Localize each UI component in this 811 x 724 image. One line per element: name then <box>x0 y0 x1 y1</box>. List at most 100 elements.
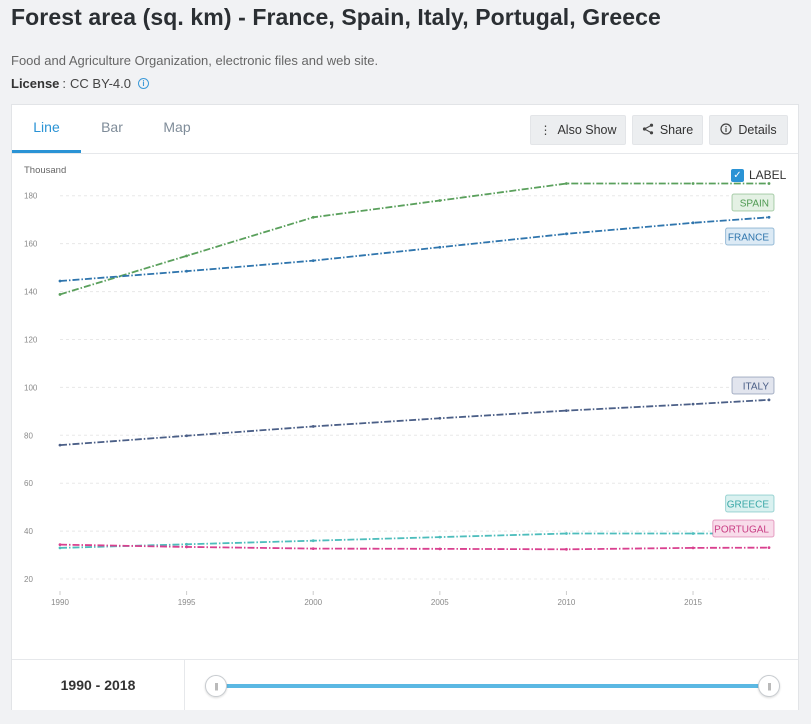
tab-bar[interactable]: Bar <box>101 119 123 135</box>
data-point-italy[interactable] <box>565 409 568 413</box>
y-tick-label: 180 <box>24 192 38 201</box>
info-circle-icon <box>720 122 732 138</box>
data-point-spain[interactable] <box>691 182 695 185</box>
data-point-france[interactable] <box>185 269 189 273</box>
tab-map[interactable]: Map <box>163 119 191 135</box>
data-point-portugal[interactable] <box>58 543 62 547</box>
series-tag-box <box>731 193 775 212</box>
chart-panel: Line Bar Map ⋮ Also Show Share Details T… <box>11 104 799 710</box>
y-tick-label: 120 <box>24 335 38 344</box>
series-tag-label: FRANCE <box>728 233 769 244</box>
label-toggle-text: LABEL <box>749 168 787 182</box>
info-icon[interactable]: i <box>137 78 149 89</box>
more-vertical-icon: ⋮ <box>539 123 552 137</box>
data-point-france[interactable] <box>691 221 695 225</box>
page-title: Forest area (sq. km) - France, Spain, It… <box>11 4 661 30</box>
y-tick-label: 40 <box>24 527 33 536</box>
data-point-portugal[interactable] <box>185 545 189 549</box>
data-point-spain[interactable] <box>565 182 568 185</box>
series-line-france[interactable] <box>59 216 770 282</box>
series-tag-box <box>725 227 775 246</box>
series-tags: SPAIN FRANCE ITALY GREECE PORTUGAL <box>712 193 775 538</box>
grid-lines <box>60 195 769 580</box>
data-point-greece[interactable] <box>565 532 568 535</box>
source-text: Food and Agriculture Organization, elect… <box>11 53 379 68</box>
data-point-france[interactable] <box>767 215 771 219</box>
view-tabs: Line Bar Map ⋮ Also Show Share Details <box>12 105 798 154</box>
y-tick-label: 160 <box>24 240 38 249</box>
also-show-button[interactable]: ⋮ Also Show <box>530 115 626 145</box>
share-label: Share <box>659 123 694 137</box>
license-separator: : <box>62 76 67 91</box>
data-point-france[interactable] <box>438 245 442 249</box>
series-line-spain[interactable] <box>59 182 769 296</box>
tab-line[interactable]: Line <box>12 105 81 153</box>
data-point-greece[interactable] <box>311 539 315 543</box>
y-tick-label: 60 <box>24 479 33 488</box>
data-point-france[interactable] <box>58 279 62 283</box>
data-point-italy[interactable] <box>691 402 695 406</box>
x-tick-label: 1995 <box>178 598 196 607</box>
license-line: License : CC BY-4.0 i <box>11 76 149 91</box>
axes: 20 40 60 80 100 120 140 160 180 1990 1995 2000 2005 2… <box>24 192 702 607</box>
also-show-label: Also Show <box>557 123 617 137</box>
series-tag-france: FRANCE <box>725 227 775 246</box>
series-tag-portugal: PORTUGAL <box>712 519 775 538</box>
range-start-handle[interactable]: ||| <box>205 675 227 697</box>
x-tick-label: 2000 <box>304 598 322 607</box>
details-label: Details <box>738 123 777 137</box>
data-point-greece[interactable] <box>438 535 442 539</box>
data-point-italy[interactable] <box>185 434 189 438</box>
y-tick-label: 100 <box>24 383 38 392</box>
label-toggle[interactable]: ✓ LABEL <box>731 168 786 182</box>
data-point-greece[interactable] <box>691 532 695 535</box>
x-tick-label: 2010 <box>558 598 576 607</box>
y-tick-label: 80 <box>24 431 33 440</box>
data-point-greece[interactable] <box>58 546 62 550</box>
data-point-france[interactable] <box>311 259 315 263</box>
data-point-spain[interactable] <box>311 215 315 219</box>
data-point-portugal[interactable] <box>565 547 568 551</box>
series-tag-label: GREECE <box>727 500 770 511</box>
data-point-italy[interactable] <box>767 398 771 402</box>
x-tick-label: 2015 <box>684 598 702 607</box>
data-point-spain[interactable] <box>58 293 62 296</box>
data-point-greece[interactable] <box>185 542 189 546</box>
data-point-portugal[interactable] <box>691 546 695 550</box>
data-point-spain[interactable] <box>185 254 189 258</box>
details-button[interactable]: Details <box>709 115 788 145</box>
license-label: License <box>11 76 60 91</box>
series-tag-label: ITALY <box>743 382 770 393</box>
range-slider-track[interactable] <box>216 684 770 688</box>
data-point-italy[interactable] <box>311 425 315 428</box>
data-point-portugal[interactable] <box>767 546 771 550</box>
series-tag-label: SPAIN <box>740 199 769 210</box>
data-point-italy[interactable] <box>58 443 62 447</box>
data-point-spain[interactable] <box>438 199 442 202</box>
series-tag-box <box>725 494 775 513</box>
series-lines <box>58 182 771 551</box>
series-tag-greece: GREECE <box>725 494 775 513</box>
x-tick-label: 1990 <box>51 598 69 607</box>
data-point-france[interactable] <box>565 232 568 236</box>
data-point-spain[interactable] <box>767 182 771 185</box>
data-point-portugal[interactable] <box>438 547 442 551</box>
line-chart: Thousand 20 40 60 80 100 120 140 160 180 1990 1995… <box>24 165 775 607</box>
share-button[interactable]: Share <box>632 115 703 145</box>
series-tag-label: PORTUGAL <box>714 525 769 536</box>
y-tick-label: 140 <box>24 288 38 297</box>
license-value[interactable]: CC BY-4.0 <box>70 76 131 91</box>
y-unit-label: Thousand <box>24 165 66 176</box>
series-tag-box <box>712 519 775 538</box>
checkbox-checked-icon[interactable]: ✓ <box>731 168 744 182</box>
series-tag-italy: ITALY <box>731 376 775 395</box>
data-point-portugal[interactable] <box>311 547 315 550</box>
range-text: 1990 - 2018 <box>12 660 185 710</box>
time-range-bar: 1990 - 2018 ||| ||| <box>12 659 798 710</box>
y-tick-label: 20 <box>24 575 33 584</box>
x-tick-label: 2005 <box>431 598 449 607</box>
data-point-italy[interactable] <box>438 416 442 420</box>
series-tag-spain: SPAIN <box>731 193 775 212</box>
range-end-handle[interactable]: ||| <box>758 675 780 697</box>
series-line-italy[interactable] <box>59 398 770 447</box>
